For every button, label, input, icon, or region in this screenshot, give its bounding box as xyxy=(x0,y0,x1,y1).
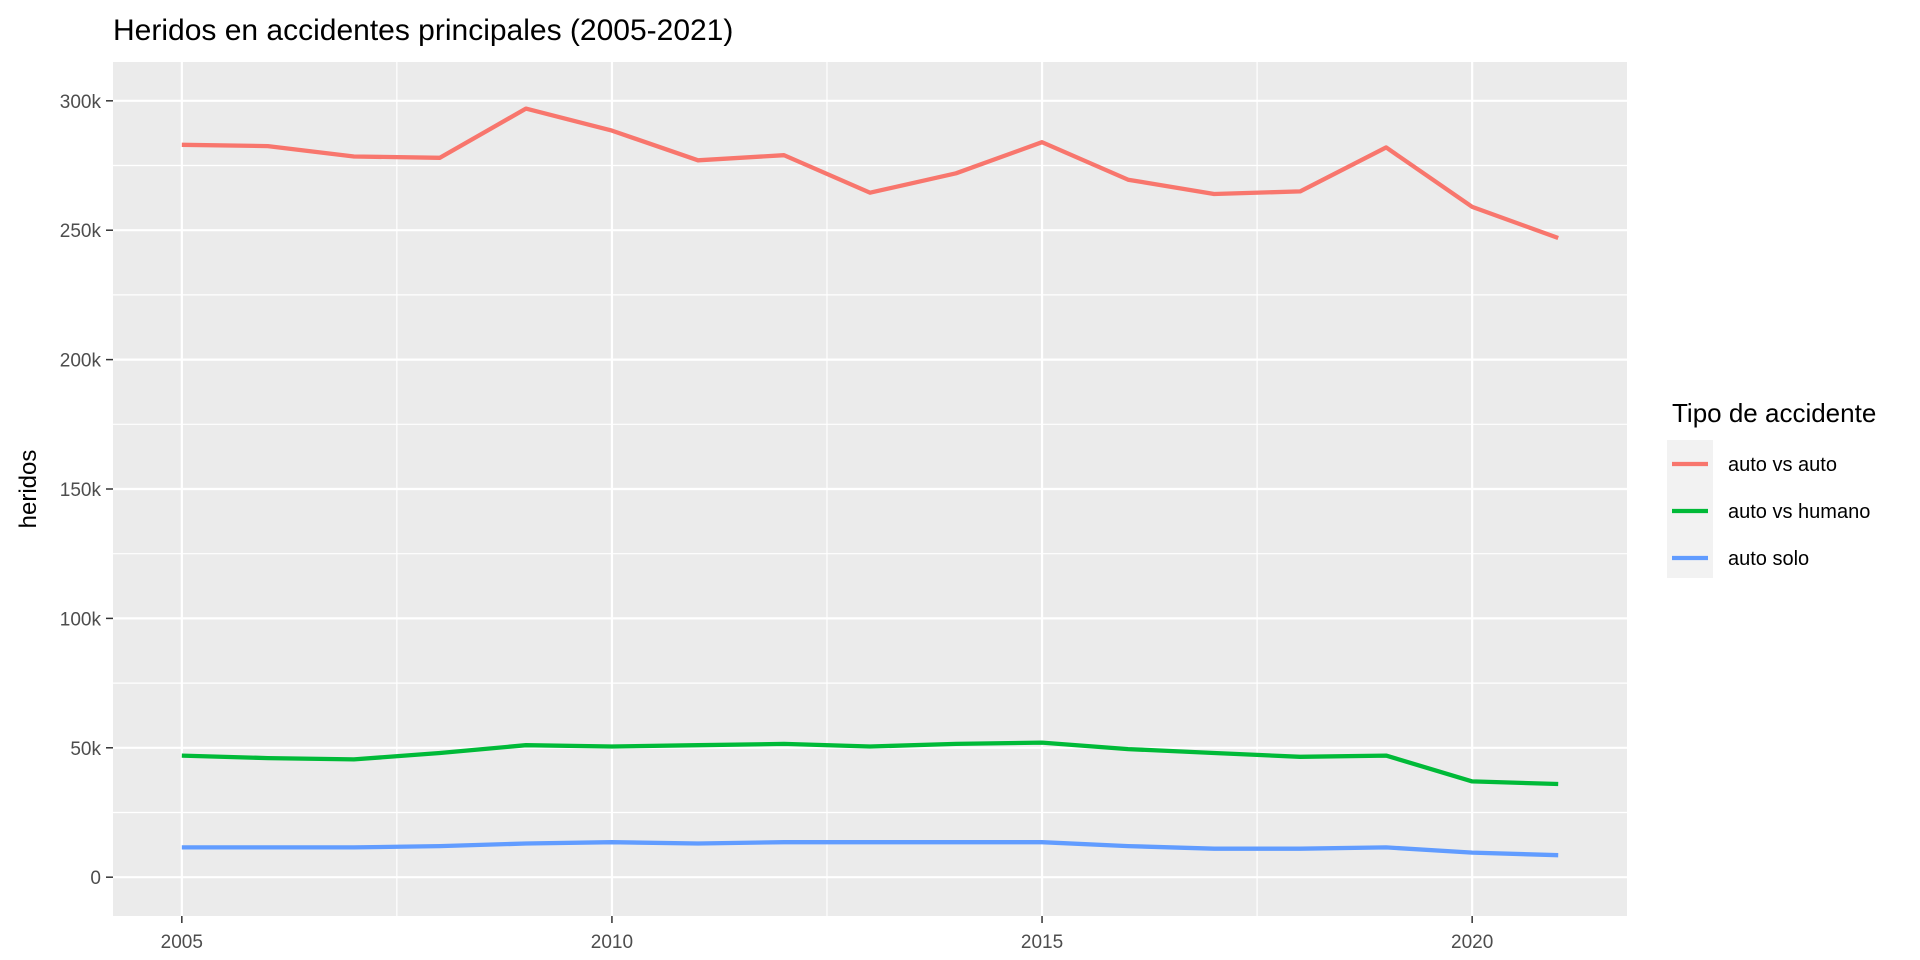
series-lines xyxy=(181,106,1559,858)
x-tick-label: 2005 xyxy=(161,932,203,953)
x-tick-label: 2015 xyxy=(1021,932,1063,953)
legend-title: Tipo de accidente xyxy=(1672,398,1876,428)
y-tick-label: 100k xyxy=(60,609,102,630)
y-tick-label: 250k xyxy=(60,221,102,242)
x-tick-label: 2020 xyxy=(1451,932,1493,953)
legend-label: auto vs auto xyxy=(1728,454,1837,476)
series-line-auto-vs-humano xyxy=(181,740,1559,787)
series-line-auto-solo xyxy=(181,840,1559,858)
x-tick-label: 2010 xyxy=(591,932,633,953)
y-tick-label: 0 xyxy=(90,868,101,889)
y-tick-label: 50k xyxy=(70,739,101,760)
x-axis: 2005 2010 2015 2020 xyxy=(161,916,1493,953)
legend: Tipo de accidente auto vs auto auto vs hu… xyxy=(1667,398,1876,578)
y-tick-label: 300k xyxy=(60,92,102,113)
y-axis: 0 50k 100k 150k 200k 250k 300k xyxy=(60,92,113,889)
y-axis-title: heridos xyxy=(15,450,42,529)
y-tick-label: 150k xyxy=(60,480,102,501)
series-line-auto-vs-auto xyxy=(181,106,1559,241)
y-tick-label: 200k xyxy=(60,351,102,372)
chart-title: Heridos en accidentes principales (2005-… xyxy=(113,14,733,47)
legend-label: auto solo xyxy=(1728,548,1809,570)
legend-label: auto vs humano xyxy=(1728,501,1870,523)
